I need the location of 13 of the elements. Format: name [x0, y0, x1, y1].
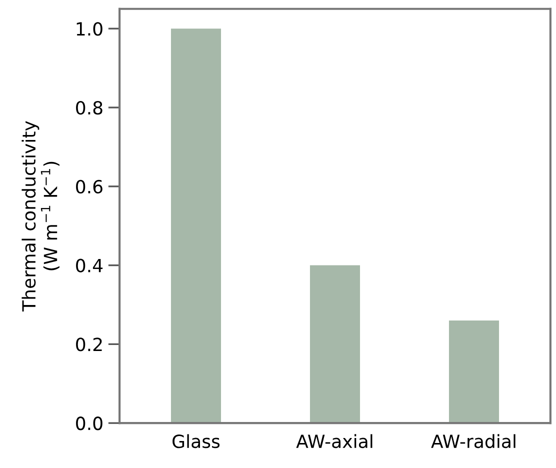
- y-axis-title: Thermal conductivity (W m$^{−1}$ K$^{−1}$): [22, 121, 60, 312]
- y-tick-label: 1.0: [76, 22, 102, 36]
- y-tick-label: 0.0: [76, 416, 102, 430]
- bar: [448, 320, 500, 424]
- y-tick-label: 0.8: [76, 100, 102, 115]
- x-tick-label: AW-axial: [296, 434, 372, 448]
- bar: [170, 28, 222, 424]
- y-tick-label: 0.2: [76, 338, 102, 352]
- x-tick-label: Glass: [172, 434, 220, 448]
- x-tick-label: AW-radial: [431, 434, 516, 448]
- y-tick-label: 0.4: [76, 258, 103, 272]
- y-tick-label: 0.6: [76, 180, 102, 194]
- bar: [310, 265, 360, 424]
